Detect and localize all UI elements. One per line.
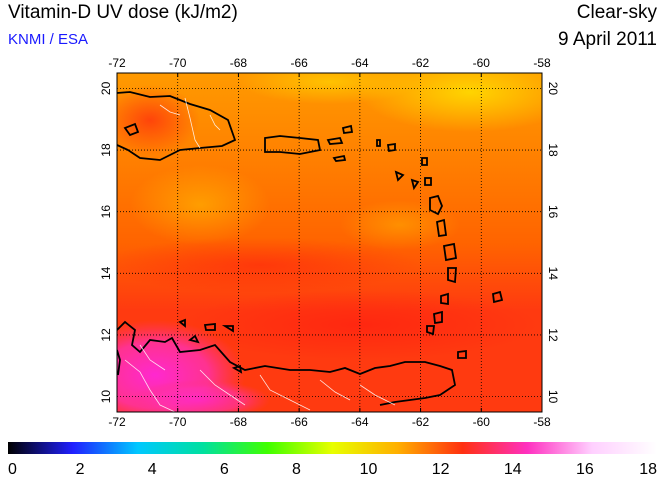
lat-tick-label-right: 20 bbox=[546, 82, 560, 96]
lat-tick-label-left: 20 bbox=[99, 81, 113, 95]
lon-tick-label-bottom: -58 bbox=[533, 415, 551, 429]
map-source-credit: KNMI / ESA bbox=[8, 31, 89, 48]
lat-tick-label-right: 18 bbox=[546, 143, 560, 157]
lat-tick-label-right: 14 bbox=[546, 267, 560, 281]
lon-tick-label-top: -58 bbox=[533, 56, 551, 70]
colorbar-tick-label: 4 bbox=[148, 461, 157, 478]
colorbar-tick-label: 16 bbox=[576, 461, 594, 478]
lon-tick-label-top: -70 bbox=[169, 56, 187, 70]
lat-tick-label-left: 14 bbox=[99, 266, 113, 280]
lat-tick-label-left: 16 bbox=[99, 205, 113, 219]
lon-tick-label-bottom: -72 bbox=[108, 415, 126, 429]
lon-tick-label-top: -64 bbox=[351, 56, 369, 70]
colorbar-tick-label: 10 bbox=[360, 461, 378, 478]
lon-tick-label-bottom: -66 bbox=[290, 415, 308, 429]
lat-tick-label-right: 12 bbox=[546, 328, 560, 342]
lon-tick-label-top: -60 bbox=[473, 56, 491, 70]
lat-tick-label-left: 10 bbox=[99, 390, 113, 404]
colorbar-tick-label: 12 bbox=[432, 461, 450, 478]
lat-tick-label-right: 16 bbox=[546, 205, 560, 219]
lon-tick-label-bottom: -60 bbox=[473, 415, 491, 429]
colorbar-tick-label: 6 bbox=[220, 461, 229, 478]
lon-tick-label-bottom: -64 bbox=[351, 415, 369, 429]
map-date: 9 April 2011 bbox=[558, 29, 657, 50]
lon-tick-label-bottom: -68 bbox=[230, 415, 248, 429]
uv-dose-field bbox=[117, 73, 542, 412]
lon-tick-label-bottom: -62 bbox=[412, 415, 430, 429]
lon-tick-label-top: -72 bbox=[108, 56, 126, 70]
lat-tick-label-right: 10 bbox=[546, 390, 560, 404]
lon-tick-label-top: -66 bbox=[290, 56, 308, 70]
map-title: Vitamin-D UV dose (kJ/m2) bbox=[8, 2, 238, 23]
lat-tick-label-left: 12 bbox=[99, 328, 113, 342]
colorbar-tick-label: 2 bbox=[76, 461, 85, 478]
colorbar bbox=[8, 442, 657, 454]
sky-condition-label: Clear-sky bbox=[576, 2, 657, 23]
country-borders bbox=[124, 97, 396, 412]
lon-tick-label-bottom: -70 bbox=[169, 415, 187, 429]
colorbar-tick-label: 14 bbox=[504, 461, 522, 478]
lat-tick-label-left: 18 bbox=[99, 143, 113, 157]
lat-lon-grid bbox=[117, 73, 542, 412]
colorbar-tick-label: 0 bbox=[8, 461, 17, 478]
colorbar-tick-label: 18 bbox=[639, 461, 657, 478]
coastlines bbox=[117, 91, 504, 406]
map-frame bbox=[116, 72, 543, 413]
colorbar-ticks: 0 2 4 6 8 10 12 14 16 18 bbox=[8, 461, 657, 478]
lon-tick-label-top: -62 bbox=[412, 56, 430, 70]
colorbar-tick-label: 8 bbox=[292, 461, 301, 478]
axis-ticks: -72 -72 -70 -70 -68 -68 -66 -66 -64 -64 -62 -62 -60 -… bbox=[99, 56, 560, 429]
lon-tick-label-top: -68 bbox=[230, 56, 248, 70]
